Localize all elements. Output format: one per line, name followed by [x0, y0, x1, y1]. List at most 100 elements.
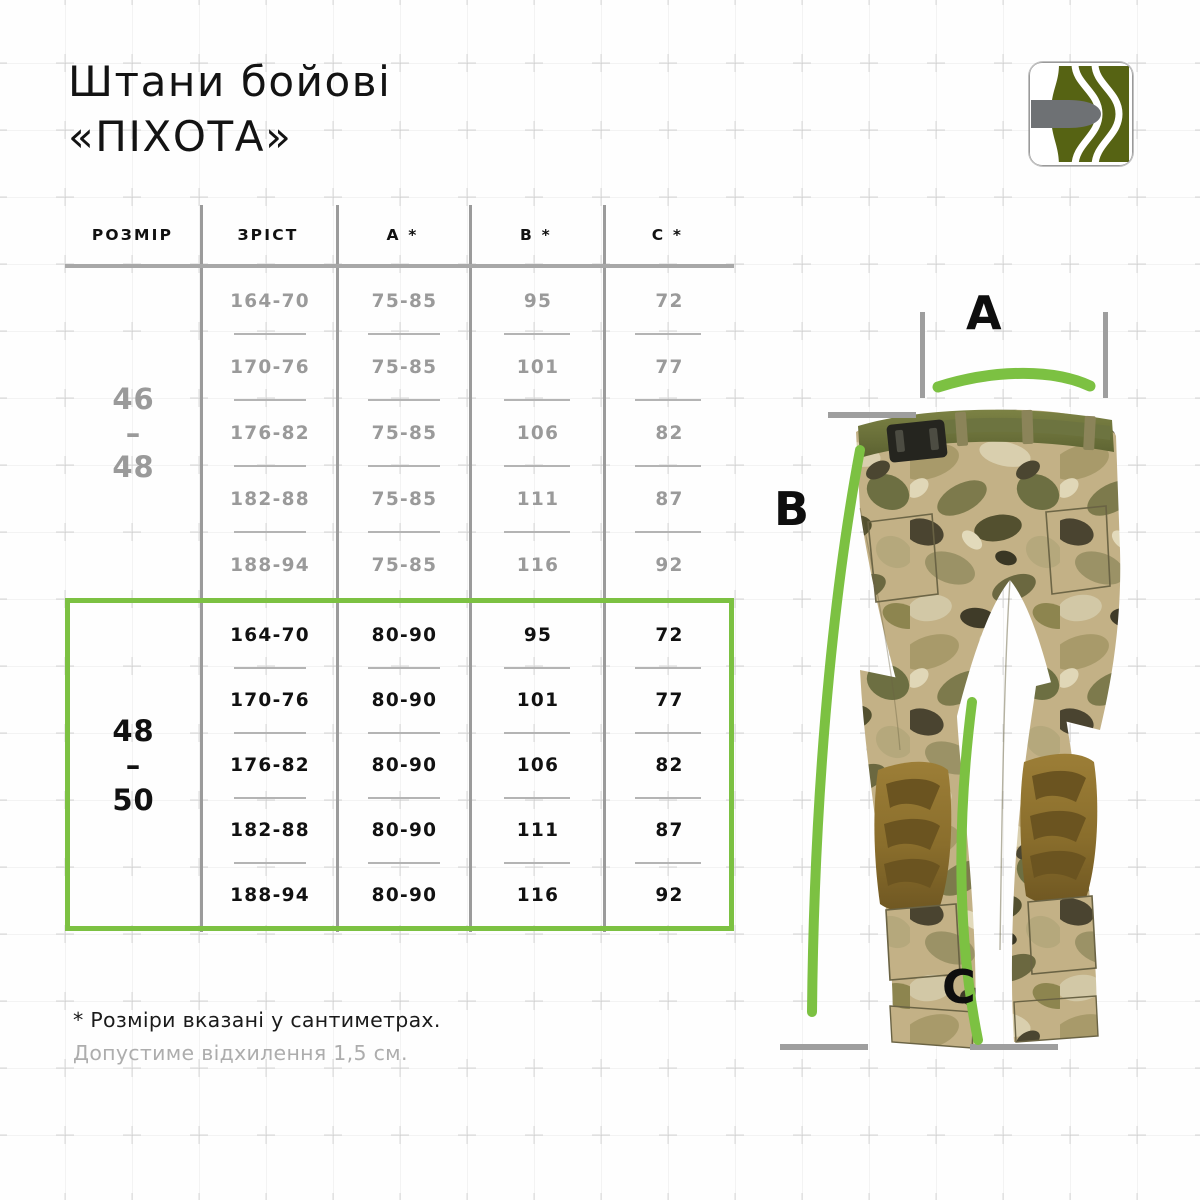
measure-label-b: B: [774, 482, 810, 536]
row-separator: [234, 797, 306, 799]
product-illustration: A B C: [760, 250, 1200, 1090]
header-cell-height: ЗРІСТ: [237, 226, 299, 244]
measure-label-a: A: [966, 286, 1002, 340]
row-separator: [504, 862, 570, 864]
column-divider: [336, 205, 339, 932]
brand-logo: [1029, 62, 1133, 166]
row-separator: [368, 797, 440, 799]
rows-area: 164-70 75-85 95 72 170-76 75-85 101 77: [202, 268, 734, 598]
header-cell-b: B *: [520, 226, 552, 244]
cell-c: 82: [655, 755, 684, 776]
pants-body: [856, 409, 1121, 1049]
tick-c-bottom: [970, 1044, 1058, 1050]
cell-c: 82: [655, 422, 684, 444]
row-separator: [368, 333, 440, 335]
knee-pad-left: [874, 761, 952, 913]
row-separator: [368, 862, 440, 864]
table-row: 182-88 80-90 111 87: [202, 798, 734, 864]
cell-height: 182-88: [230, 488, 310, 510]
cell-a: 75-85: [371, 422, 438, 444]
cell-height: 176-82: [230, 755, 310, 776]
table-header-row: РОЗМІР ЗРІСТ A * B * C *: [65, 205, 734, 265]
cell-c: 92: [655, 885, 684, 906]
footnote-line-tolerance: Допустиме відхилення 1,5 см.: [73, 1040, 408, 1065]
column-divider: [469, 205, 472, 932]
belt-buckle: [886, 419, 948, 463]
row-separator: [368, 465, 440, 467]
size-label-46-48: 46 – 48: [65, 268, 202, 598]
size-top: 46: [112, 381, 155, 416]
row-separator: [504, 667, 570, 669]
row-separator: [234, 399, 306, 401]
page-title: Штани бойові «ПІХОТА»: [68, 57, 392, 161]
cell-height: 176-82: [230, 422, 310, 444]
cell-height: 164-70: [230, 625, 310, 646]
header-underline: [65, 264, 734, 268]
cell-c: 77: [655, 690, 684, 711]
measure-guides: [780, 312, 1108, 1050]
cell-a: 80-90: [371, 625, 438, 646]
cell-a: 80-90: [371, 755, 438, 776]
cell-b: 106: [516, 422, 560, 444]
cell-b: 111: [516, 488, 560, 510]
row-separator: [368, 667, 440, 669]
measure-label-c: C: [942, 960, 976, 1014]
size-dash: –: [125, 415, 142, 450]
size-dash: –: [125, 748, 142, 783]
table-row: 176-82 80-90 106 82: [202, 733, 734, 799]
row-separator: [234, 862, 306, 864]
brand-logo-mark: [1029, 62, 1133, 166]
size-bottom: 50: [112, 782, 155, 817]
row-separator: [635, 732, 701, 734]
pants-illustration: [780, 312, 1121, 1050]
table-section-46-48: 46 – 48 164-70 75-85 95 72 170-76 75-85 …: [65, 268, 734, 598]
row-separator: [234, 333, 306, 335]
size-top: 48: [112, 714, 155, 749]
cell-b: 95: [523, 625, 553, 646]
row-separator: [635, 333, 701, 335]
size-label-48-50: 48 – 50: [65, 603, 202, 928]
cell-a: 80-90: [371, 690, 438, 711]
cell-a: 80-90: [371, 885, 438, 906]
cell-height: 170-76: [230, 690, 310, 711]
cell-b: 101: [516, 356, 560, 378]
cell-a: 75-85: [371, 488, 438, 510]
header-cell-size: РОЗМІР: [91, 226, 174, 244]
size-bottom: 48: [112, 450, 155, 485]
header-cell-a: A *: [386, 226, 419, 244]
footnote: * Розміри вказані у сантиметрах. Допусти…: [73, 1005, 441, 1069]
cell-height: 182-88: [230, 820, 310, 841]
rows-area: 164-70 80-90 95 72 170-76 80-90 101 77: [202, 603, 734, 928]
row-separator: [635, 531, 701, 533]
size-table: РОЗМІР ЗРІСТ A * B * C * 46 – 48 164-70 …: [65, 205, 734, 932]
table-row: 176-82 75-85 106 82: [202, 400, 734, 467]
row-separator: [635, 797, 701, 799]
row-separator: [635, 667, 701, 669]
cell-b: 116: [516, 554, 560, 576]
row-separator: [504, 465, 570, 467]
table-row: 164-70 75-85 95 72: [202, 268, 734, 335]
footnote-line-units: * Розміри вказані у сантиметрах.: [73, 1008, 441, 1032]
cell-a: 80-90: [371, 820, 438, 841]
cell-c: 77: [655, 356, 684, 378]
cell-a: 75-85: [371, 290, 438, 312]
row-separator: [504, 797, 570, 799]
row-separator: [504, 399, 570, 401]
cell-height: 188-94: [230, 554, 310, 576]
cell-b: 106: [516, 755, 560, 776]
row-separator: [234, 732, 306, 734]
cell-height: 164-70: [230, 290, 310, 312]
row-separator: [504, 732, 570, 734]
column-divider: [603, 205, 606, 932]
cell-c: 87: [655, 820, 684, 841]
table-section-48-50: 48 – 50 164-70 80-90 95 72 170-76 80-90 …: [65, 603, 734, 928]
row-separator: [368, 732, 440, 734]
row-separator: [234, 667, 306, 669]
tick-a-left: [920, 312, 925, 398]
cell-b: 101: [516, 690, 560, 711]
line-b: [807, 445, 865, 1017]
row-separator: [234, 465, 306, 467]
row-separator: [504, 333, 570, 335]
row-separator: [635, 399, 701, 401]
table-row: 170-76 80-90 101 77: [202, 668, 734, 734]
